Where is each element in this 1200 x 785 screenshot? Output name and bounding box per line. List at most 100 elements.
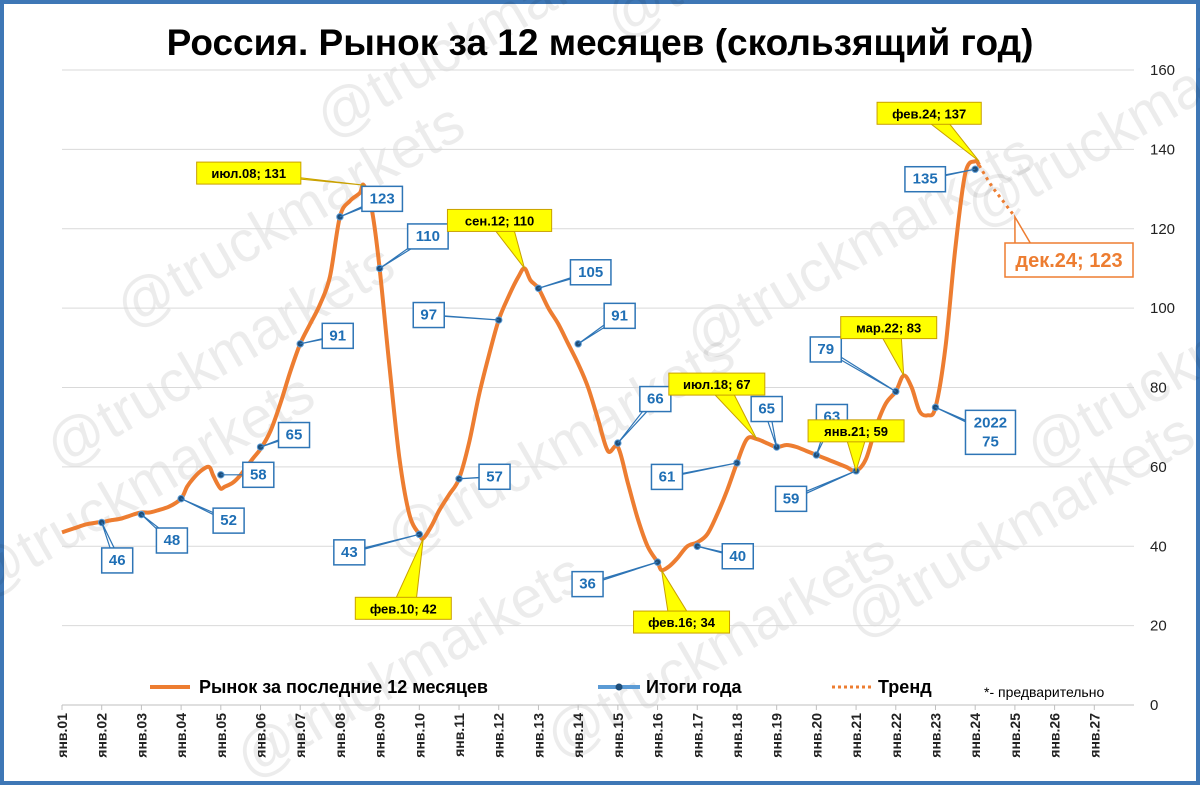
peak-callout <box>807 419 905 443</box>
year-total-label: 2022 <box>974 414 1007 431</box>
year-total-label: 91 <box>329 327 346 344</box>
legend-marker-year-totals <box>615 683 623 691</box>
watermark-text: @truckmarkets <box>374 320 745 572</box>
x-tick-label: янв.09 <box>372 713 388 758</box>
year-total-label: 79 <box>817 341 834 358</box>
x-tick-label: янв.22 <box>888 713 904 758</box>
year-total-callout <box>155 527 189 554</box>
y-tick-label: 100 <box>1150 300 1175 317</box>
peak-label: мар.22; 83 <box>856 321 921 336</box>
peak-callout <box>840 316 938 340</box>
chart-title: Россия. Рынок за 12 месяцев (скользящий … <box>166 22 1034 63</box>
year-total-label: 58 <box>250 466 267 483</box>
x-tick-label: янв.18 <box>729 713 745 758</box>
x-tick-label: янв.15 <box>610 713 626 758</box>
year-total-label: 65 <box>758 401 775 418</box>
x-tick-label: янв.13 <box>530 713 546 758</box>
x-tick-label: янв.05 <box>213 713 229 758</box>
year-total-label: 36 <box>579 576 596 593</box>
year-total-callout <box>321 322 354 350</box>
legend-label-year-totals: Итоги года <box>646 677 743 697</box>
year-total-label: 52 <box>220 512 237 529</box>
year-total-label: 75 <box>982 433 999 450</box>
peak-callout <box>668 372 766 396</box>
year-total-callout <box>212 507 245 534</box>
year-total-callout <box>964 409 1017 456</box>
trend-callout <box>1004 242 1134 278</box>
y-tick-label: 40 <box>1150 538 1167 555</box>
year-total-callout <box>650 463 684 491</box>
y-tick-label: 0 <box>1150 697 1158 714</box>
x-tick-label: янв.14 <box>570 713 586 758</box>
peak-callout <box>633 610 731 634</box>
x-tick-label: янв.01 <box>54 713 70 758</box>
year-total-callout <box>904 165 947 193</box>
year-total-label: 43 <box>341 544 358 561</box>
year-total-label: 40 <box>729 548 746 565</box>
x-tick-label: янв.10 <box>411 713 427 758</box>
year-total-label: 105 <box>578 264 603 281</box>
x-tick-label: янв.26 <box>1047 713 1063 758</box>
y-tick-label: 20 <box>1150 618 1167 635</box>
x-tick-label: янв.08 <box>332 713 348 758</box>
trend-end-label: дек.24; 123 <box>1015 250 1122 272</box>
year-total-callout <box>242 461 275 489</box>
year-total-callout <box>361 185 404 213</box>
watermark-text: @truckmarkets <box>954 0 1200 241</box>
year-total-callout <box>750 395 783 423</box>
watermark-text: @truckmarkets <box>594 0 965 51</box>
series-lines <box>61 159 1017 573</box>
year-total-label: 46 <box>109 552 126 569</box>
year-total-label: 66 <box>647 391 664 408</box>
year-total-label: 91 <box>611 307 628 324</box>
y-tick-label: 60 <box>1150 459 1167 476</box>
x-tick-label: янв.11 <box>451 713 467 757</box>
year-total-callout <box>569 259 612 286</box>
x-tick-label: янв.20 <box>808 713 824 758</box>
x-tick-label: янв.07 <box>292 713 308 758</box>
year-total-callout <box>406 223 449 250</box>
year-total-label: 59 <box>783 490 800 507</box>
peak-label: сен.12; 110 <box>465 213 534 228</box>
year-total-callout <box>412 301 445 329</box>
legend-label-trend: Тренд <box>878 677 932 697</box>
x-tick-label: янв.16 <box>650 713 666 758</box>
year-total-label: 135 <box>913 171 938 188</box>
y-tick-label: 120 <box>1150 221 1175 238</box>
peak-callout <box>446 208 553 232</box>
year-total-label: 123 <box>370 190 395 207</box>
year-total-callout <box>809 336 843 363</box>
x-tick-label: янв.23 <box>927 713 943 758</box>
peak-callout <box>196 161 302 185</box>
x-tick-label: янв.04 <box>173 713 189 758</box>
peak-label: фев.24; 137 <box>892 106 966 121</box>
year-total-label: 61 <box>659 468 676 485</box>
year-total-callout <box>639 385 672 413</box>
peak-label: фев.10; 42 <box>370 601 437 616</box>
peak-callout <box>876 101 982 125</box>
y-tick-label: 140 <box>1150 141 1175 158</box>
year-total-label: 110 <box>416 228 440 245</box>
year-total-callout <box>603 302 636 330</box>
x-tick-label: янв.02 <box>94 713 110 758</box>
legend: Рынок за последние 12 месяцев Итоги года… <box>150 677 1104 700</box>
x-tick-label: янв.19 <box>769 713 785 758</box>
year-total-callout <box>100 547 134 574</box>
series-line-market <box>61 159 981 573</box>
peak-label: фев.16; 34 <box>648 615 716 630</box>
year-total-label: 97 <box>420 307 437 324</box>
x-tick-label: янв.25 <box>1007 713 1023 758</box>
x-tick-label: янв.24 <box>967 713 983 758</box>
legend-label-market: Рынок за последние 12 месяцев <box>199 677 488 697</box>
peak-label: июл.08; 131 <box>211 166 286 181</box>
peak-label: июл.18; 67 <box>683 377 751 392</box>
x-tick-label: янв.06 <box>253 713 269 758</box>
x-tick-label: янв.12 <box>491 713 507 758</box>
year-total-callout <box>721 543 755 570</box>
x-tick-label: янв.27 <box>1086 713 1102 758</box>
peak-label: янв.21; 59 <box>824 424 888 439</box>
